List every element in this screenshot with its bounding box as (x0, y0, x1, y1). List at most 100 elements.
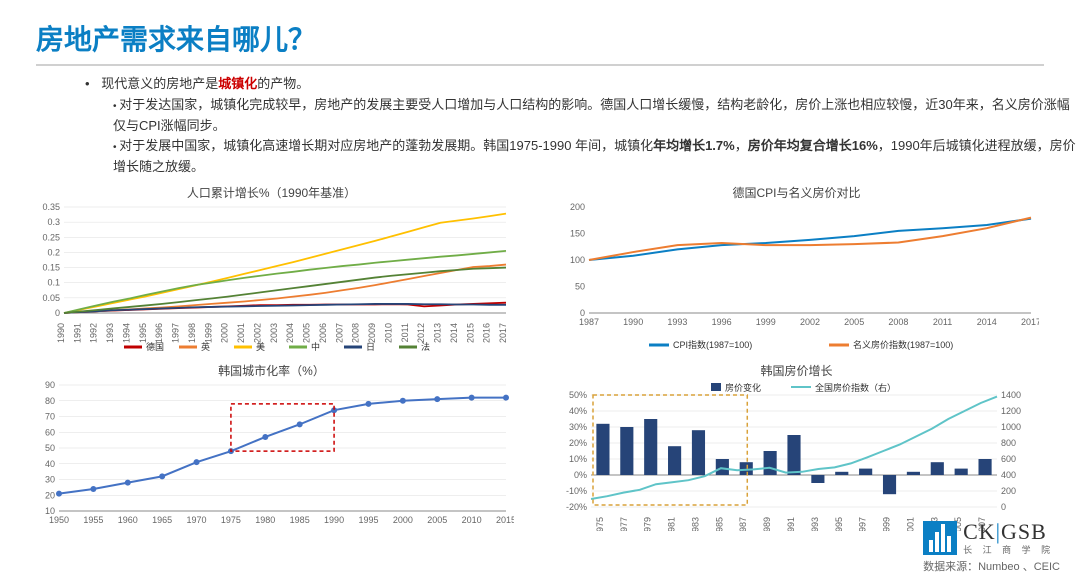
b2b-mid: ， (735, 138, 748, 153)
svg-text:40%: 40% (569, 406, 587, 416)
b1-red: 城镇化 (218, 76, 257, 91)
svg-text:2002: 2002 (252, 323, 262, 343)
svg-text:10%: 10% (569, 454, 587, 464)
chart-korea-urbanization: 韩国城市化率（%） 102030405060708090195019551960… (24, 362, 519, 532)
svg-text:2016: 2016 (482, 323, 492, 343)
svg-text:2014: 2014 (449, 323, 459, 343)
svg-text:60: 60 (45, 427, 55, 437)
chart3-svg: 1020304050607080901950195519601965197019… (24, 381, 514, 531)
svg-text:美: 美 (256, 341, 265, 352)
footer: CK|GSB 长 江 商 学 院 数据来源：Numbeo 、CEIC (923, 519, 1060, 574)
svg-text:2017: 2017 (1021, 317, 1039, 327)
svg-text:1200: 1200 (1001, 406, 1021, 416)
bullet-1: 现代意义的房地产是城镇化的产物。 (85, 74, 1080, 95)
svg-text:1983: 1983 (690, 517, 700, 531)
chart4-title: 韩国房价增长 (549, 362, 1044, 379)
svg-text:0.05: 0.05 (42, 293, 60, 303)
logo-text: CK|GSB (963, 519, 1054, 545)
svg-text:2014: 2014 (977, 317, 997, 327)
svg-text:1996: 1996 (154, 323, 164, 343)
svg-text:1000: 1000 (1001, 422, 1021, 432)
svg-text:1995: 1995 (138, 323, 148, 343)
svg-text:20: 20 (45, 490, 55, 500)
svg-text:0: 0 (55, 308, 60, 318)
svg-text:70: 70 (45, 411, 55, 421)
svg-text:1989: 1989 (762, 517, 772, 531)
svg-text:1994: 1994 (121, 323, 131, 343)
divider (36, 64, 1044, 66)
svg-text:1400: 1400 (1001, 390, 1021, 400)
svg-text:400: 400 (1001, 470, 1016, 480)
svg-text:1990: 1990 (623, 317, 643, 327)
svg-text:1975: 1975 (595, 517, 605, 531)
b1-post: 的产物。 (257, 76, 309, 91)
bullet-list: 现代意义的房地产是城镇化的产物。 对于发达国家，城镇化完成较早，房地产的发展主要… (85, 74, 1080, 178)
svg-text:全国房价指数（右）: 全国房价指数（右） (815, 382, 896, 393)
svg-text:1996: 1996 (712, 317, 732, 327)
svg-text:0.25: 0.25 (42, 232, 60, 242)
svg-text:2006: 2006 (318, 323, 328, 343)
svg-text:0%: 0% (574, 470, 587, 480)
svg-text:1965: 1965 (152, 515, 172, 525)
svg-text:1998: 1998 (187, 323, 197, 343)
svg-text:1999: 1999 (203, 323, 213, 343)
svg-text:1990: 1990 (56, 323, 66, 343)
svg-text:200: 200 (1001, 486, 1016, 496)
chart-korea-house-price: 韩国房价增长 -20%-10%0%10%20%30%40%50%02004006… (549, 362, 1044, 532)
svg-text:1970: 1970 (187, 515, 207, 525)
chart2-title: 德国CPI与名义房价对比 (549, 184, 1044, 201)
svg-text:1979: 1979 (643, 517, 653, 531)
svg-text:1975: 1975 (221, 515, 241, 525)
svg-text:2004: 2004 (285, 323, 295, 343)
svg-text:1999: 1999 (756, 317, 776, 327)
svg-text:30: 30 (45, 474, 55, 484)
svg-text:中: 中 (311, 341, 320, 352)
svg-text:1993: 1993 (810, 517, 820, 531)
svg-text:2005: 2005 (302, 323, 312, 343)
chart-population-growth: 人口累计增长%（1990年基准） 00.050.10.150.20.250.30… (24, 184, 519, 354)
svg-text:英: 英 (201, 341, 210, 352)
svg-text:2000: 2000 (393, 515, 413, 525)
svg-text:2012: 2012 (416, 323, 426, 343)
svg-text:600: 600 (1001, 454, 1016, 464)
svg-text:90: 90 (45, 381, 55, 390)
svg-text:20%: 20% (569, 438, 587, 448)
svg-text:1997: 1997 (171, 323, 181, 343)
svg-text:2015: 2015 (496, 515, 514, 525)
svg-text:-20%: -20% (566, 502, 587, 512)
svg-text:2001: 2001 (905, 517, 915, 531)
svg-text:名义房价指数(1987=100): 名义房价指数(1987=100) (853, 339, 953, 350)
svg-text:0: 0 (1001, 502, 1006, 512)
svg-text:2000: 2000 (220, 323, 230, 343)
svg-text:2017: 2017 (498, 323, 508, 343)
svg-text:-10%: -10% (566, 486, 587, 496)
svg-text:1997: 1997 (858, 517, 868, 531)
svg-text:2003: 2003 (269, 323, 279, 343)
page-title: 房地产需求来自哪儿？ (0, 0, 1080, 64)
svg-text:0.3: 0.3 (47, 217, 60, 227)
svg-text:50: 50 (45, 443, 55, 453)
svg-text:1960: 1960 (118, 515, 138, 525)
svg-text:2008: 2008 (888, 317, 908, 327)
chart1-title: 人口累计增长%（1990年基准） (24, 184, 519, 201)
svg-text:1995: 1995 (358, 515, 378, 525)
svg-text:1993: 1993 (667, 317, 687, 327)
svg-text:1980: 1980 (255, 515, 275, 525)
svg-text:1995: 1995 (834, 517, 844, 531)
svg-text:2013: 2013 (433, 323, 443, 343)
b2b-a: 对于发展中国家，城镇化高速增长期对应房地产的蓬勃发展期。韩国1975-1990 … (119, 138, 653, 153)
svg-text:2002: 2002 (800, 317, 820, 327)
svg-text:2011: 2011 (400, 323, 410, 342)
svg-text:0.1: 0.1 (47, 278, 60, 288)
chart1-svg: 00.050.10.150.20.250.30.3519901991199219… (24, 203, 514, 353)
svg-text:0.35: 0.35 (42, 203, 60, 212)
svg-text:1987: 1987 (579, 317, 599, 327)
svg-text:CPI指数(1987=100): CPI指数(1987=100) (673, 339, 752, 350)
b2b-bold1: 年均增长1.7% (653, 138, 735, 153)
svg-text:2001: 2001 (236, 323, 246, 343)
svg-text:2011: 2011 (933, 317, 952, 327)
svg-text:2007: 2007 (334, 323, 344, 343)
svg-text:1987: 1987 (738, 517, 748, 531)
svg-text:1985: 1985 (714, 517, 724, 531)
bullet-2a: 对于发达国家，城镇化完成较早，房地产的发展主要受人口增加与人口结构的影响。德国人… (113, 95, 1080, 137)
